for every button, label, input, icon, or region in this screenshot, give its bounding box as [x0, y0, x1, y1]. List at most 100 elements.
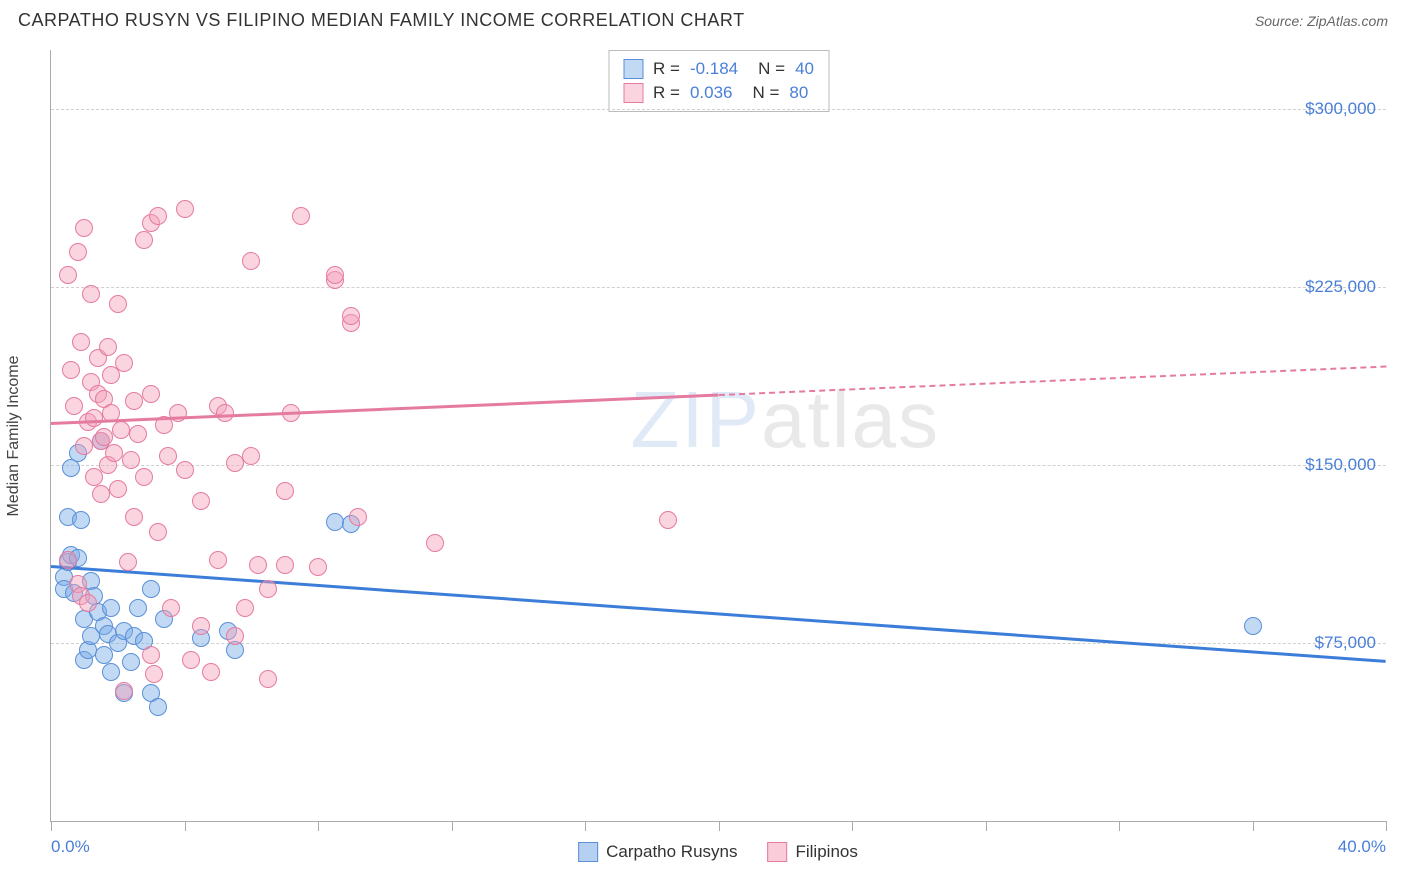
data-point-filipino [242, 447, 260, 465]
data-point-filipino [69, 243, 87, 261]
data-point-filipino [226, 627, 244, 645]
data-point-filipino [342, 307, 360, 325]
x-tick [1253, 821, 1254, 831]
gridline [51, 643, 1386, 644]
data-point-carpatho [142, 580, 160, 598]
data-point-carpatho [129, 599, 147, 617]
data-point-filipino [75, 219, 93, 237]
legend-r-label: R = [653, 83, 680, 103]
data-point-filipino [109, 295, 127, 313]
data-point-filipino [125, 392, 143, 410]
data-point-filipino [276, 482, 294, 500]
data-point-carpatho [102, 663, 120, 681]
data-point-filipino [65, 397, 83, 415]
data-point-filipino [176, 200, 194, 218]
x-tick [852, 821, 853, 831]
data-point-filipino [115, 682, 133, 700]
data-point-filipino [72, 333, 90, 351]
y-axis-label: Median Family Income [5, 356, 23, 517]
x-tick [318, 821, 319, 831]
data-point-filipino [226, 454, 244, 472]
data-point-filipino [99, 338, 117, 356]
data-point-filipino [216, 404, 234, 422]
data-point-filipino [242, 252, 260, 270]
data-point-filipino [276, 556, 294, 574]
data-point-filipino [135, 468, 153, 486]
trend-line-extrapolated-filipino [718, 366, 1386, 396]
data-point-filipino [162, 599, 180, 617]
data-point-filipino [176, 461, 194, 479]
legend-r-value: 0.036 [690, 83, 733, 103]
gridline [51, 109, 1386, 110]
data-point-filipino [135, 231, 153, 249]
data-point-carpatho [72, 511, 90, 529]
correlation-legend: R = -0.184 N = 40 R = 0.036 N = 80 [608, 50, 829, 112]
legend-r-label: R = [653, 59, 680, 79]
legend-label: Carpatho Rusyns [606, 842, 737, 862]
data-point-filipino [119, 553, 137, 571]
data-point-filipino [426, 534, 444, 552]
data-point-filipino [259, 670, 277, 688]
chart-area: Median Family Income ZIPatlas R = -0.184… [50, 50, 1386, 822]
data-point-carpatho [149, 698, 167, 716]
data-point-filipino [59, 266, 77, 284]
x-tick [1119, 821, 1120, 831]
legend-item: Filipinos [767, 842, 857, 862]
data-point-filipino [145, 665, 163, 683]
x-tick [185, 821, 186, 831]
data-point-filipino [159, 447, 177, 465]
legend-swatch [623, 59, 643, 79]
x-tick [1386, 821, 1387, 831]
data-point-filipino [192, 492, 210, 510]
data-point-carpatho [326, 513, 344, 531]
legend-swatch [623, 83, 643, 103]
data-point-filipino [149, 207, 167, 225]
data-point-filipino [142, 646, 160, 664]
data-point-filipino [85, 409, 103, 427]
data-point-filipino [129, 425, 147, 443]
data-point-filipino [659, 511, 677, 529]
chart-title: CARPATHO RUSYN VS FILIPINO MEDIAN FAMILY… [18, 10, 745, 31]
legend-swatch [578, 842, 598, 862]
data-point-filipino [75, 437, 93, 455]
data-point-filipino [309, 558, 327, 576]
legend-row-filipino: R = 0.036 N = 80 [623, 81, 814, 105]
legend-r-value: -0.184 [690, 59, 738, 79]
x-tick [452, 821, 453, 831]
data-point-carpatho [1244, 617, 1262, 635]
data-point-filipino [109, 480, 127, 498]
legend-n-label: N = [752, 83, 779, 103]
x-tick [719, 821, 720, 831]
source-attribution: Source: ZipAtlas.com [1255, 13, 1388, 29]
data-point-filipino [259, 580, 277, 598]
data-point-carpatho [122, 653, 140, 671]
x-tick [585, 821, 586, 831]
data-point-filipino [122, 451, 140, 469]
data-point-filipino [202, 663, 220, 681]
series-legend: Carpatho Rusyns Filipinos [578, 842, 858, 862]
legend-n-value: 40 [795, 59, 814, 79]
data-point-filipino [95, 428, 113, 446]
legend-item: Carpatho Rusyns [578, 842, 737, 862]
data-point-filipino [326, 266, 344, 284]
scatter-plot: ZIPatlas R = -0.184N = 40R = 0.036N = 80… [50, 50, 1386, 822]
data-point-filipino [92, 485, 110, 503]
data-point-filipino [182, 651, 200, 669]
data-point-filipino [142, 385, 160, 403]
legend-n-value: 80 [789, 83, 808, 103]
data-point-filipino [112, 421, 130, 439]
data-point-filipino [59, 551, 77, 569]
legend-label: Filipinos [795, 842, 857, 862]
data-point-filipino [105, 444, 123, 462]
x-tick [51, 821, 52, 831]
x-tick [986, 821, 987, 831]
gridline [51, 287, 1386, 288]
legend-n-label: N = [758, 59, 785, 79]
legend-swatch [767, 842, 787, 862]
gridline [51, 465, 1386, 466]
y-tick-label: $75,000 [1315, 633, 1376, 653]
x-tick-label: 40.0% [1338, 837, 1386, 857]
data-point-filipino [209, 551, 227, 569]
data-point-filipino [79, 594, 97, 612]
legend-row-carpatho: R = -0.184 N = 40 [623, 57, 814, 81]
